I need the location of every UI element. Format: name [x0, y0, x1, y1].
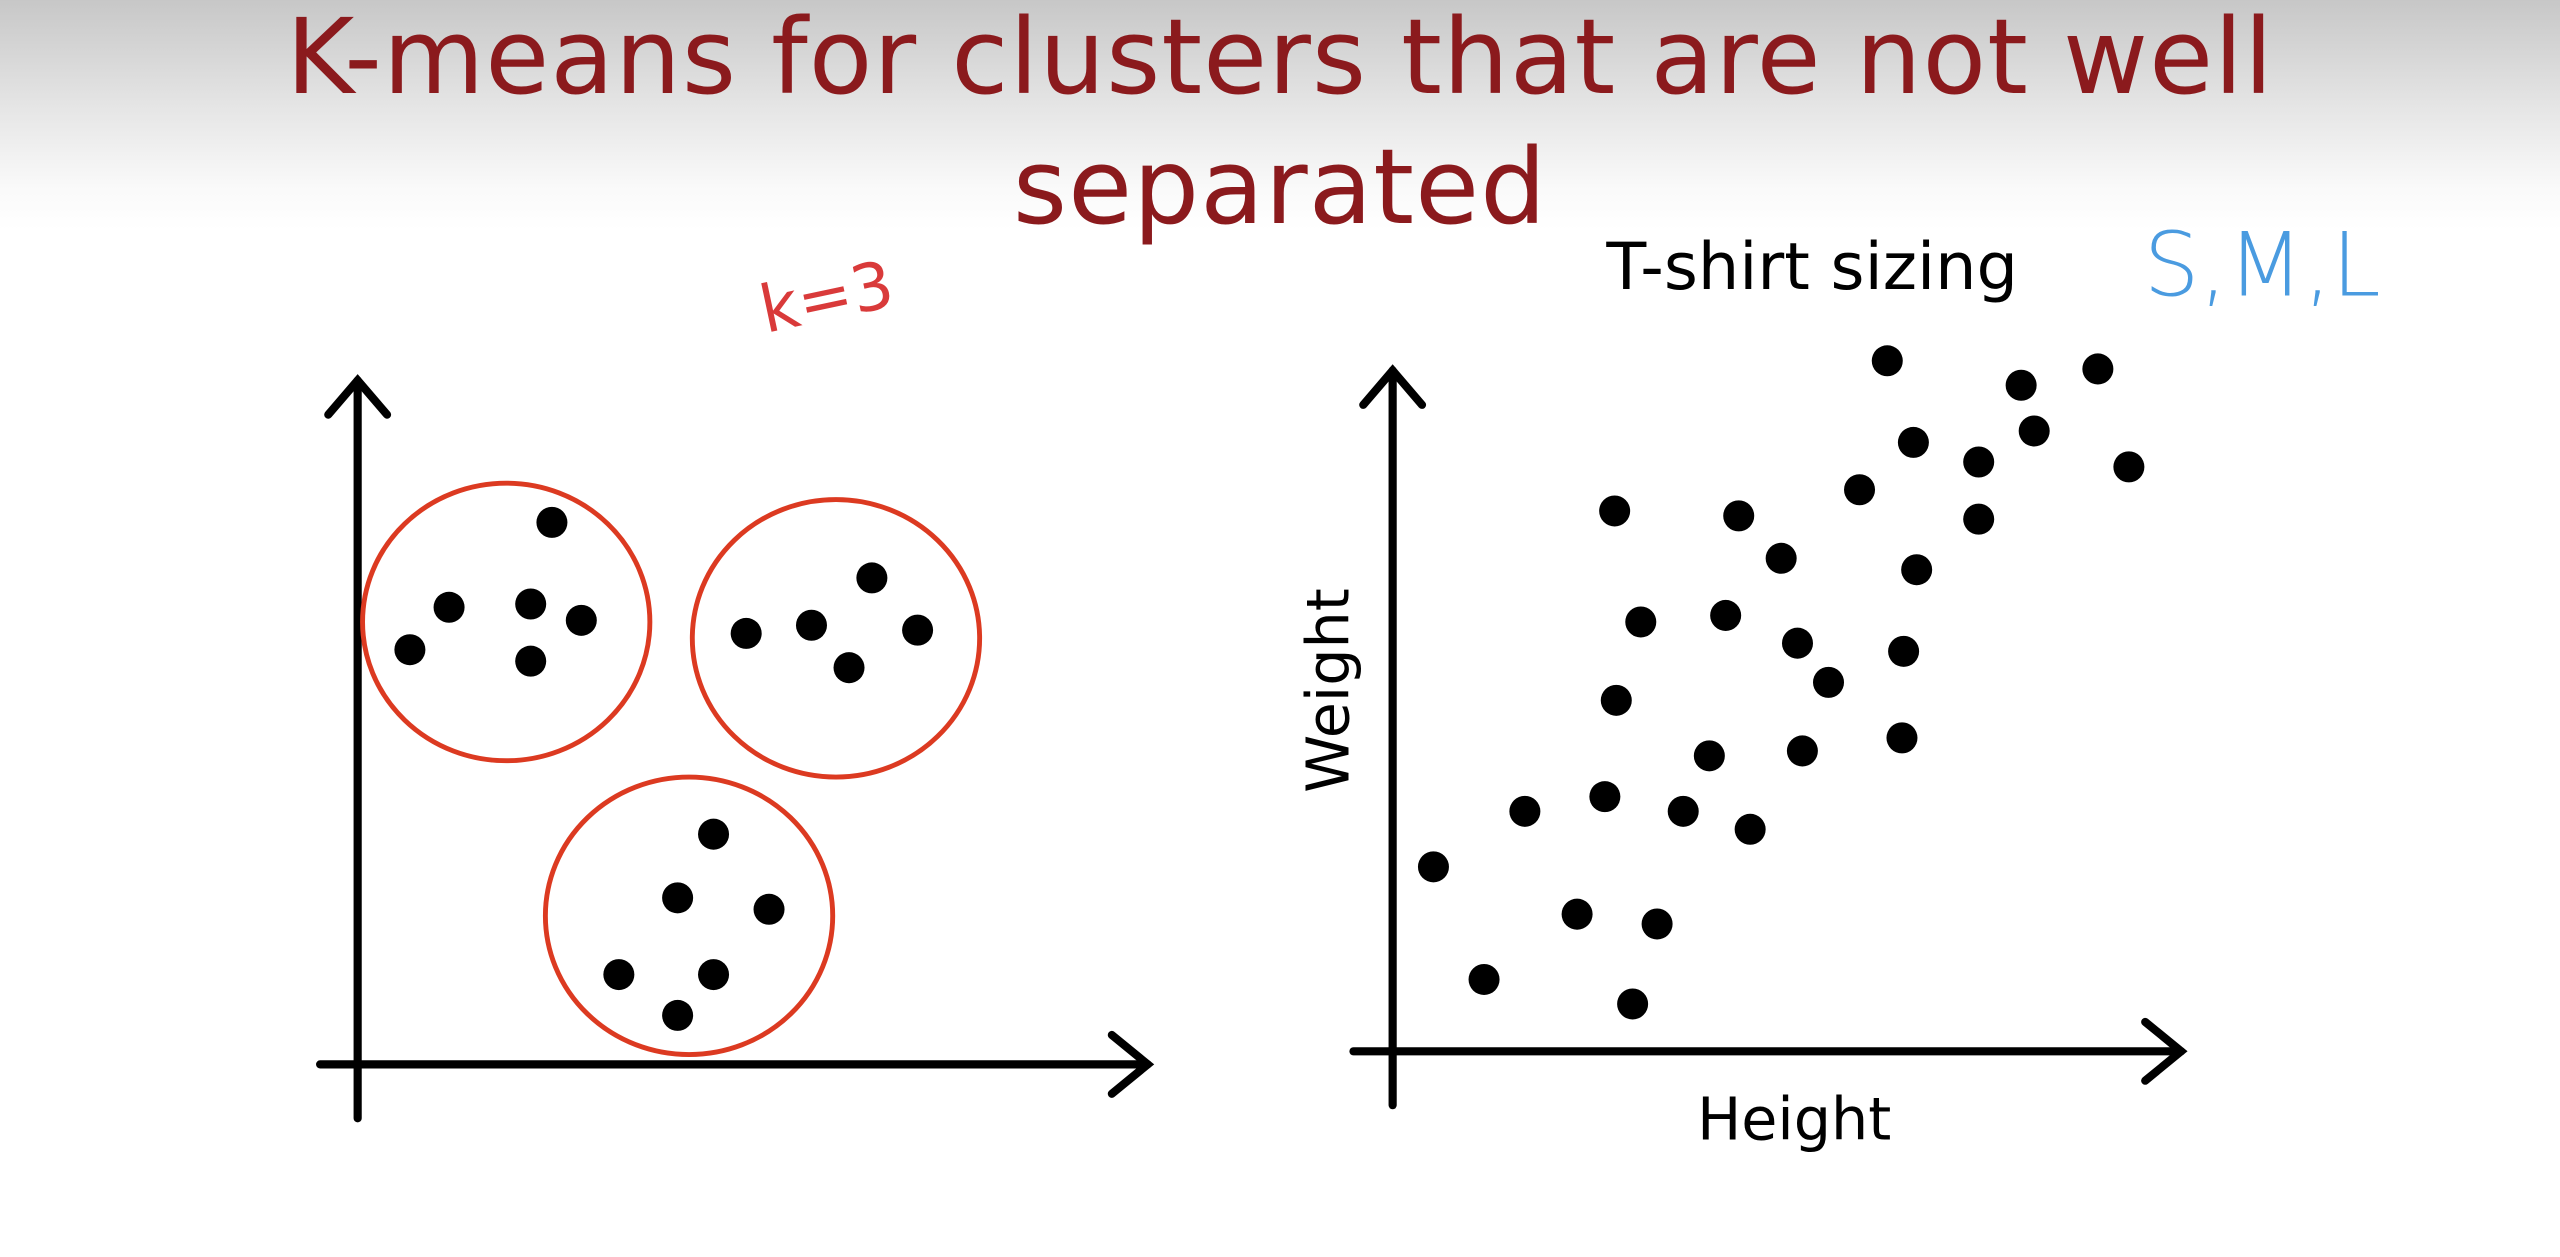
left-y-axis-arrow	[324, 374, 392, 419]
tshirt-data-point	[2018, 415, 2050, 447]
cluster-circles	[360, 480, 983, 1058]
cluster-bottom-point	[698, 818, 730, 850]
cluster-top-right-point	[730, 617, 762, 649]
tshirt-data-point	[1667, 795, 1699, 827]
cluster-bottom-point	[662, 999, 694, 1031]
cluster-bottom-point	[603, 959, 635, 991]
cluster-circle-top-left	[360, 480, 653, 764]
cluster-top-right-point	[833, 652, 865, 684]
right-y-axis-arrow	[1359, 364, 1427, 409]
tshirt-data-point	[1781, 627, 1814, 659]
left-x-axis-arrow	[1107, 1030, 1155, 1098]
tshirt-data-point	[1844, 474, 1876, 506]
cluster-circle-top-right	[689, 497, 983, 780]
cluster-top-left-point	[515, 588, 547, 620]
tshirt-data-point	[1710, 599, 1742, 631]
cluster-top-right-point	[902, 614, 934, 646]
tshirt-data-point	[1897, 426, 1929, 458]
tshirt-data-point	[1963, 503, 1995, 535]
left-diagram: k=3	[316, 246, 1155, 1123]
cluster-top-left-point	[536, 506, 568, 538]
left-data-points	[394, 506, 934, 1031]
cluster-bottom-point	[698, 959, 730, 991]
tshirt-data-point	[1888, 635, 1920, 667]
tshirt-data-point	[2082, 353, 2114, 385]
tshirt-data-point	[1886, 722, 1918, 754]
tshirt-data-point	[2113, 451, 2145, 483]
tshirt-data-point	[1561, 898, 1593, 930]
right-x-axis-arrow	[2141, 1017, 2188, 1085]
cluster-top-left-point	[565, 604, 597, 636]
tshirt-data-point	[1468, 963, 1500, 995]
tshirt-sizing-title: T-shirt sizing	[1605, 229, 2018, 305]
k-equals-3-annotation: k=3	[753, 246, 900, 348]
tshirt-data-point	[1871, 345, 1903, 377]
tshirt-data-point	[2005, 369, 2037, 401]
tshirt-data-point	[1734, 813, 1766, 845]
tshirt-data-point	[1600, 684, 1632, 716]
cluster-top-left-point	[433, 591, 465, 623]
tshirt-data-point	[1589, 781, 1621, 813]
tshirt-data-point	[1723, 500, 1755, 532]
tshirt-data-point	[1641, 908, 1673, 940]
tshirt-data-point	[1693, 740, 1725, 772]
tshirt-data-point	[1765, 542, 1797, 574]
slide-title: K-means for clusters that are not well s…	[286, 0, 2274, 248]
cluster-top-right-point	[856, 562, 888, 594]
left-axes	[316, 374, 1155, 1123]
tshirt-data-point	[1901, 554, 1933, 586]
y-axis-label-weight: Weight	[1294, 588, 1363, 793]
cluster-bottom-point	[753, 893, 785, 925]
cluster-top-left-point	[394, 634, 426, 666]
right-diagram: T-shirt sizing S,M,L Height Weight	[1294, 213, 2381, 1153]
cluster-bottom-point	[662, 882, 694, 914]
right-data-points	[1417, 345, 2145, 1020]
right-axes	[1349, 364, 2188, 1110]
x-axis-label-height: Height	[1697, 1084, 1891, 1153]
tshirt-data-point	[1963, 446, 1995, 478]
cluster-top-left-point	[515, 645, 547, 677]
tshirt-data-point	[1417, 851, 1449, 883]
tshirt-data-point	[1599, 495, 1631, 527]
tshirt-data-point	[1617, 988, 1649, 1020]
tshirt-data-point	[1625, 606, 1657, 638]
cluster-top-right-point	[795, 609, 827, 641]
tshirt-data-point	[1786, 735, 1818, 767]
sml-annotation: S,M,L	[2144, 213, 2381, 316]
tshirt-data-point	[1813, 666, 1845, 698]
tshirt-data-point	[1509, 795, 1541, 827]
cluster-circle-bottom	[542, 774, 836, 1058]
